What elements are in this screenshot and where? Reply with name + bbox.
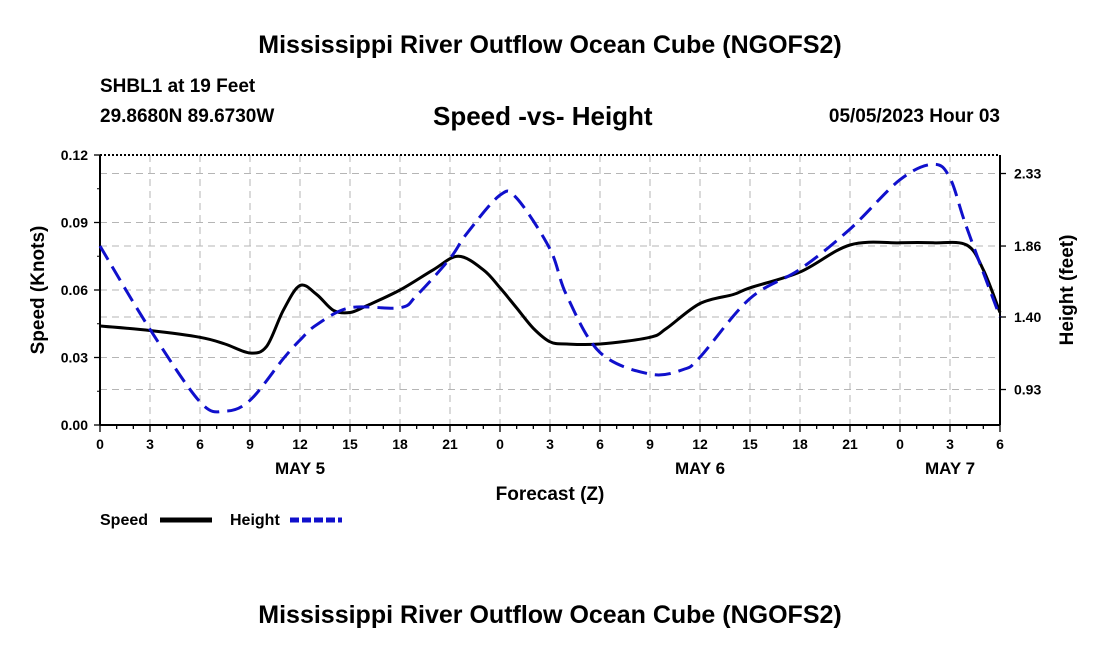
x-tick-label: 6 xyxy=(596,436,604,452)
station-label: SHBL1 at 19 Feet xyxy=(100,76,256,97)
grid-lines xyxy=(100,155,1000,425)
x-tick-label: 3 xyxy=(146,436,154,452)
x-tick-label: 6 xyxy=(996,436,1004,452)
y2-axis-title: Height (feet) xyxy=(1057,235,1078,346)
y2-tick-label: 2.33 xyxy=(1014,166,1041,182)
day-label: MAY 6 xyxy=(675,459,725,478)
x-tick-label: 6 xyxy=(196,436,204,452)
x-tick-label: 15 xyxy=(742,436,758,452)
x-tick-label: 12 xyxy=(292,436,308,452)
speed-height-chart: 0 3 6 9 12 15 18 21 0 3 6 9 12 15 18 21 0 3 6 MAY 5 MAY 6 MAY… xyxy=(28,147,1078,529)
y-axis-title: Speed (Knots) xyxy=(28,226,49,355)
legend: Speed Height xyxy=(100,512,342,529)
x-tick-label: 0 xyxy=(496,436,504,452)
x-axis-title: Forecast (Z) xyxy=(496,484,605,505)
x-tick-label: 3 xyxy=(946,436,954,452)
x-tick-label: 21 xyxy=(842,436,858,452)
x-tick-label: 21 xyxy=(442,436,458,452)
legend-label-speed: Speed xyxy=(100,512,148,529)
y2-tick-label: 1.40 xyxy=(1014,309,1041,325)
x-tick-label: 0 xyxy=(96,436,104,452)
x-tick-label: 3 xyxy=(546,436,554,452)
y-tick-label: 0.06 xyxy=(61,282,88,298)
x-tick-label: 18 xyxy=(392,436,408,452)
y-tick-label: 0.09 xyxy=(61,215,88,231)
left-y-axis: 0.00 0.03 0.06 0.09 0.12 xyxy=(61,147,100,433)
x-tick-label: 9 xyxy=(246,436,254,452)
page-title: Mississippi River Outflow Ocean Cube (NG… xyxy=(258,31,842,59)
x-tick-label: 15 xyxy=(342,436,358,452)
x-tick-label: 9 xyxy=(646,436,654,452)
y2-tick-label: 1.86 xyxy=(1014,238,1041,254)
x-tick-label: 12 xyxy=(692,436,708,452)
series-line-speed xyxy=(99,240,1002,355)
y-tick-label: 0.03 xyxy=(61,350,88,366)
y-tick-label: 0.12 xyxy=(61,147,88,163)
day-label: MAY 5 xyxy=(275,459,325,478)
day-label: MAY 7 xyxy=(925,459,975,478)
right-y-axis: 0.93 1.40 1.86 2.33 xyxy=(1000,166,1041,398)
y2-tick-label: 0.93 xyxy=(1014,382,1041,398)
series-lines xyxy=(98,162,1002,414)
footer-title: Mississippi River Outflow Ocean Cube (NG… xyxy=(258,601,842,629)
chart-subtitle: Speed -vs- Height xyxy=(433,101,653,131)
series-line-height xyxy=(98,162,1002,414)
y-tick-label: 0.00 xyxy=(61,417,88,433)
x-axis: 0 3 6 9 12 15 18 21 0 3 6 9 12 15 18 21 0 3 6 MAY 5 MAY 6 MAY… xyxy=(96,425,1004,478)
forecast-datetime: 05/05/2023 Hour 03 xyxy=(828,106,1000,127)
station-coordinates: 29.8680N 89.6730W xyxy=(100,106,275,127)
x-tick-label: 0 xyxy=(896,436,904,452)
x-tick-label: 18 xyxy=(792,436,808,452)
legend-label-height: Height xyxy=(230,512,280,529)
